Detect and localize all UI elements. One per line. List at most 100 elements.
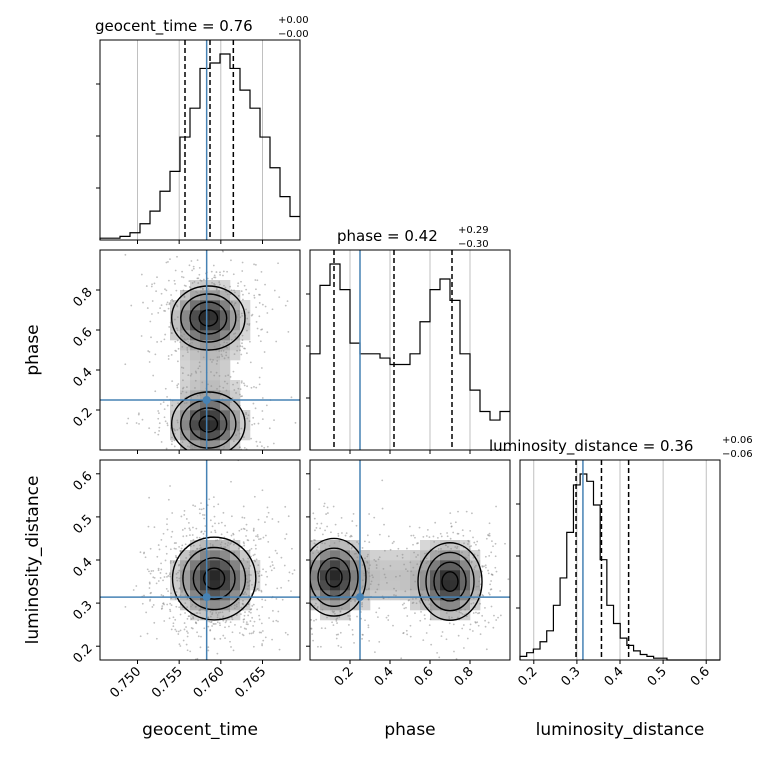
sample-point	[241, 339, 244, 341]
sample-point	[192, 504, 195, 507]
scatter-geocent_time_vs_luminosity_distance-ytick-label-4: 0.6	[70, 469, 95, 494]
sample-point	[147, 242, 149, 244]
sample-point	[284, 631, 287, 634]
sample-point	[261, 643, 263, 645]
sample-point	[154, 353, 157, 356]
sample-point	[245, 329, 248, 332]
sample-point	[177, 347, 180, 350]
sample-point	[389, 548, 392, 551]
sample-point	[337, 644, 340, 647]
sample-point	[179, 341, 182, 344]
sample-point	[197, 282, 200, 284]
sample-point	[265, 404, 268, 407]
sample-point	[364, 557, 366, 560]
sample-point	[255, 306, 257, 309]
sample-point	[233, 353, 236, 356]
sample-point	[302, 565, 304, 567]
sample-point	[252, 527, 255, 530]
sample-point	[290, 623, 292, 625]
sample-point	[305, 611, 307, 613]
sample-point	[367, 571, 370, 574]
sample-point	[425, 632, 428, 634]
sample-point	[275, 340, 278, 343]
x-axis-label-geocent-time: geocent_time	[142, 720, 258, 740]
sample-point	[479, 633, 482, 636]
sample-point	[472, 536, 474, 539]
sample-point	[179, 431, 182, 434]
density-cell	[360, 550, 371, 561]
sample-point	[149, 592, 152, 595]
sample-point	[482, 594, 485, 597]
sample-point	[490, 573, 493, 576]
density-cell	[180, 290, 191, 301]
sample-point	[217, 611, 220, 614]
sample-point	[239, 613, 242, 616]
sample-point	[392, 540, 395, 543]
sample-point	[320, 522, 323, 525]
density-cell	[210, 420, 221, 431]
sample-point	[478, 549, 480, 551]
sample-point	[175, 542, 177, 544]
sample-point	[252, 631, 255, 634]
sample-point	[181, 387, 184, 390]
sample-point	[169, 572, 171, 575]
sample-point	[305, 552, 307, 554]
density-cell	[430, 560, 441, 571]
sample-point	[261, 410, 264, 412]
sample-point	[246, 581, 249, 584]
sample-point	[189, 650, 192, 653]
sample-point	[163, 408, 166, 411]
density-cell	[330, 590, 341, 601]
sample-point	[178, 545, 180, 548]
sample-point	[306, 585, 308, 587]
sample-point	[393, 594, 395, 596]
density-cell	[220, 350, 231, 361]
sample-point	[280, 586, 283, 589]
sample-point	[156, 341, 159, 343]
sample-point	[487, 621, 490, 624]
sample-point	[220, 545, 223, 548]
density-cell	[190, 280, 201, 291]
sample-point	[351, 633, 354, 636]
density-cell	[240, 590, 251, 601]
sample-point	[271, 609, 274, 612]
sample-point	[233, 538, 235, 541]
density-cell	[440, 590, 451, 601]
sample-point	[455, 658, 458, 660]
sample-point	[292, 600, 294, 602]
sample-point	[337, 633, 340, 636]
sample-point	[169, 548, 172, 551]
sample-point	[323, 542, 326, 545]
sample-point	[245, 621, 248, 624]
sample-point	[196, 657, 199, 660]
sample-point	[214, 522, 216, 525]
sample-point	[218, 283, 221, 286]
sample-point	[153, 576, 156, 579]
sample-point	[139, 551, 142, 554]
density-cell	[350, 600, 361, 611]
sample-point	[462, 647, 465, 649]
density-cell	[420, 550, 431, 561]
sample-point	[354, 599, 356, 602]
sample-point	[327, 694, 329, 696]
density-cell	[220, 300, 231, 311]
sample-point	[254, 560, 257, 563]
sample-point	[164, 387, 167, 390]
sample-point	[301, 603, 303, 605]
sample-point	[223, 341, 226, 344]
sample-point	[174, 618, 177, 621]
scatter-geocent_time_vs_luminosity_distance-xtick-label-3: 0.765	[232, 664, 269, 701]
sample-point	[261, 397, 264, 399]
sample-point	[130, 304, 133, 307]
sample-point	[219, 394, 222, 397]
title-geocent-time: geocent_time = 0.76 +0.00 −0.00	[95, 15, 309, 40]
sample-point	[378, 556, 381, 559]
sample-point	[187, 452, 189, 454]
contour-geocent_time_vs_luminosity_distance-0-1	[182, 546, 247, 611]
sample-point	[192, 267, 195, 270]
density-cell	[210, 600, 221, 611]
sample-point	[141, 602, 144, 605]
density-cell	[180, 600, 191, 611]
sample-point	[195, 527, 198, 530]
sample-point	[264, 599, 267, 602]
